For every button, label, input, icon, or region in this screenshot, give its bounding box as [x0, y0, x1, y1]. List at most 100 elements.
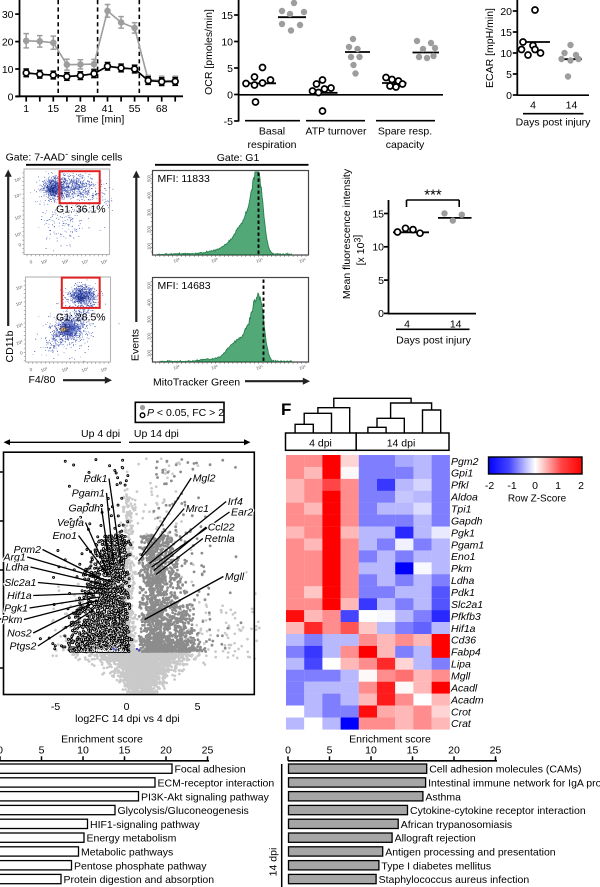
svg-text:Eno1: Eno1 [52, 530, 77, 542]
svg-text:Hif1a: Hif1a [451, 623, 476, 635]
svg-text:ATP turnover: ATP turnover [306, 126, 367, 138]
svg-text:15: 15 [407, 745, 419, 757]
svg-text:Irf4: Irf4 [228, 496, 243, 508]
svg-text:10²: 10² [14, 231, 22, 238]
svg-text:Events: Events [130, 329, 142, 361]
svg-text:Gapdh: Gapdh [68, 503, 100, 515]
svg-text:Enrichment score: Enrichment score [349, 734, 431, 746]
svg-text:Spare resp.: Spare resp. [378, 126, 432, 138]
svg-text:14: 14 [566, 100, 578, 112]
svg-text:1: 1 [23, 103, 29, 115]
svg-text:0: 0 [227, 89, 233, 101]
svg-text:10³: 10³ [211, 364, 219, 371]
svg-text:4: 4 [404, 318, 410, 330]
svg-text:500: 500 [147, 174, 152, 182]
svg-text:10²: 10² [40, 258, 48, 265]
svg-text:30: 30 [2, 9, 14, 21]
svg-text:5: 5 [506, 69, 512, 81]
svg-text:F4/80: F4/80 [29, 374, 56, 386]
svg-text:Energy metabolism: Energy metabolism [87, 833, 177, 845]
svg-text:Antigen processing and present: Antigen processing and presentation [385, 847, 556, 859]
svg-text:ECM-receptor interaction: ECM-receptor interaction [158, 778, 275, 790]
svg-text:Pkm: Pkm [451, 563, 472, 575]
svg-text:10: 10 [2, 64, 14, 76]
svg-text:Cd36: Cd36 [451, 635, 476, 647]
svg-text:Cytokine-cytokine receptor int: Cytokine-cytokine receptor interaction [410, 805, 586, 817]
svg-text:10³: 10³ [61, 258, 69, 265]
svg-text:Eno1: Eno1 [451, 551, 476, 563]
svg-text:Pentose phosphate pathway: Pentose phosphate pathway [74, 860, 207, 872]
svg-text:Up 14 dpi: Up 14 dpi [134, 428, 179, 440]
svg-text:20: 20 [2, 36, 14, 48]
svg-text:28: 28 [75, 103, 87, 115]
svg-text:10²: 10² [173, 364, 181, 371]
svg-text:G1: 36.1%: G1: 36.1% [56, 204, 106, 216]
svg-text:Pdk1: Pdk1 [451, 587, 475, 599]
svg-text:5: 5 [227, 63, 233, 75]
svg-text:Vegfa: Vegfa [57, 517, 84, 529]
svg-text:0: 0 [506, 90, 512, 102]
svg-text:Pkm: Pkm [1, 614, 22, 626]
svg-text:10²: 10² [40, 366, 48, 373]
svg-text:Ldha: Ldha [6, 562, 30, 574]
svg-text:Days post injury: Days post injury [396, 334, 471, 346]
svg-text:10⁴: 10⁴ [14, 192, 22, 199]
svg-text:5: 5 [378, 275, 384, 287]
svg-text:300: 300 [147, 315, 152, 323]
svg-text:-5: -5 [51, 701, 60, 713]
svg-text:15: 15 [221, 10, 233, 22]
svg-text:10⁴: 10⁴ [81, 366, 89, 373]
svg-text:10³: 10³ [14, 214, 22, 221]
svg-text:41: 41 [102, 103, 114, 115]
svg-text:0: 0 [18, 242, 22, 248]
svg-text:Up 4 dpi: Up 4 dpi [81, 428, 120, 440]
svg-text:-1: -1 [507, 480, 516, 492]
svg-text:CD11b: CD11b [4, 330, 16, 362]
svg-text:Hif1a: Hif1a [7, 590, 32, 602]
svg-text:20: 20 [160, 745, 172, 757]
svg-text:F: F [281, 400, 291, 419]
svg-text:5: 5 [327, 745, 333, 757]
svg-text:Intestinal immune network for: Intestinal immune network for IgA produc… [428, 778, 600, 790]
svg-text:10²: 10² [173, 257, 181, 264]
svg-text:0: 0 [532, 480, 538, 492]
svg-text:Slc2a1: Slc2a1 [4, 577, 36, 589]
svg-text:10⁴: 10⁴ [255, 257, 263, 264]
svg-text:Basal: Basal [259, 126, 285, 138]
svg-text:10⁵: 10⁵ [14, 176, 22, 183]
svg-text:10⁵: 10⁵ [100, 258, 108, 265]
svg-text:100: 100 [147, 349, 152, 357]
svg-text:0: 0 [0, 745, 3, 757]
svg-text:0: 0 [378, 308, 384, 320]
svg-text:Nos2: Nos2 [7, 628, 32, 640]
svg-text:Mgll: Mgll [225, 571, 245, 583]
svg-text:MFI: 14683: MFI: 14683 [158, 280, 211, 292]
svg-text:OCR [pmoles/min]: OCR [pmoles/min] [203, 9, 215, 95]
svg-text:Days post injury: Days post injury [516, 117, 591, 129]
svg-text:Pgk1: Pgk1 [4, 603, 28, 615]
svg-text:Pgk1: Pgk1 [451, 527, 475, 539]
svg-text:Mgl2: Mgl2 [193, 473, 216, 485]
svg-text:Ldha: Ldha [451, 575, 475, 587]
svg-text:10⁴: 10⁴ [81, 258, 89, 265]
svg-text:Acadl: Acadl [450, 682, 478, 694]
svg-text:10: 10 [77, 745, 89, 757]
svg-text:Gate: 7-AAD- single cells: Gate: 7-AAD- single cells [6, 149, 123, 164]
svg-text:Gpi1: Gpi1 [451, 468, 473, 480]
svg-text:500: 500 [147, 281, 152, 289]
svg-text:African trypanosomiasis: African trypanosomiasis [401, 819, 512, 831]
svg-text:Pfkfb3: Pfkfb3 [451, 611, 481, 623]
svg-text:Ptgs2: Ptgs2 [10, 641, 37, 653]
svg-text:MitoTracker Green: MitoTracker Green [153, 376, 240, 388]
svg-text:Arg1: Arg1 [3, 552, 26, 564]
svg-text:2: 2 [578, 480, 584, 492]
svg-text:10⁵: 10⁵ [15, 284, 23, 291]
svg-text:Crat: Crat [451, 718, 472, 730]
svg-text:Pgam1: Pgam1 [72, 488, 105, 500]
svg-text:15: 15 [47, 103, 59, 115]
svg-text:Retnla: Retnla [204, 533, 235, 545]
svg-text:Ccl22: Ccl22 [208, 522, 235, 534]
svg-text:200: 200 [147, 332, 152, 340]
svg-text:Staphylococcus aureus infectio: Staphylococcus aureus infection [379, 874, 530, 886]
svg-text:-2: -2 [485, 480, 494, 492]
